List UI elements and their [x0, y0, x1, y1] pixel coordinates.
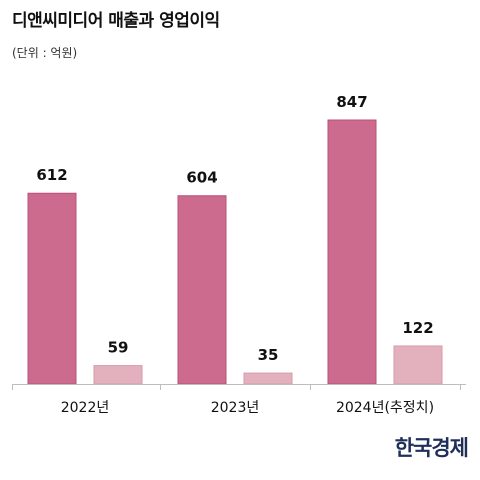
- unit-label: (단위 : 억원): [12, 46, 78, 60]
- x-tick-label-1: 2022년: [61, 400, 110, 416]
- bar-operating-profit-3: [393, 345, 443, 385]
- data-label-revenue-1: 612: [36, 166, 67, 184]
- bar-operating-profit-1: [93, 365, 143, 385]
- data-label-revenue-3: 847: [336, 93, 367, 111]
- x-tick-label-3: 2024년(추정치): [336, 400, 434, 416]
- data-label-operating-profit-1: 59: [108, 339, 129, 357]
- data-label-revenue-2: 604: [186, 169, 217, 187]
- bar-revenue-3: [327, 119, 377, 385]
- bar-revenue-1: [27, 192, 77, 385]
- bar-operating-profit-2: [243, 372, 293, 385]
- bar-revenue-2: [177, 195, 227, 385]
- publisher-logo: 한국경제: [394, 435, 469, 460]
- data-label-operating-profit-2: 35: [258, 346, 279, 364]
- data-label-operating-profit-3: 122: [402, 319, 433, 337]
- chart-title: 디앤씨미디어 매출과 영업이익: [12, 11, 220, 31]
- x-tick-label-2: 2023년: [211, 400, 260, 416]
